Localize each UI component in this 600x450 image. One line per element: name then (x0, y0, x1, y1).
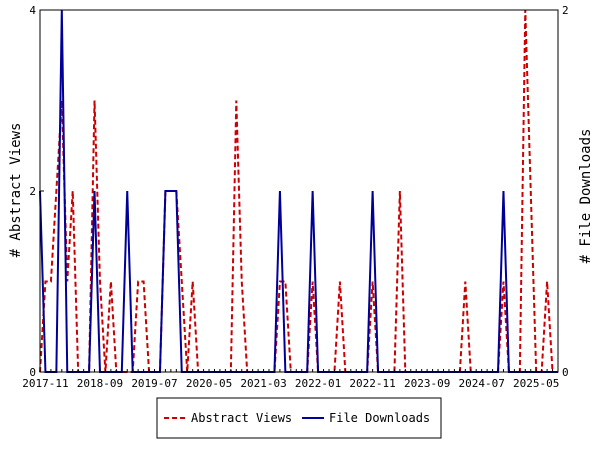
legend-label-abstract-views: Abstract Views (191, 411, 292, 425)
y-right-tick-label: 2 (562, 4, 569, 17)
x-tick-label: 2019-07 (131, 377, 177, 390)
y-left-tick-label: 4 (29, 4, 36, 17)
plot-frame (39, 9, 559, 373)
y-left-tick-label: 2 (29, 185, 36, 198)
x-tick-label: 2020-05 (186, 377, 232, 390)
legend-box (156, 397, 442, 439)
x-tick-label: 2024-07 (458, 377, 504, 390)
x-tick-label: 2018-09 (77, 377, 123, 390)
x-tick-label: 2023-09 (404, 377, 450, 390)
y-right-tick-label: 0 (562, 366, 569, 379)
series-line-file-downloads (39, 9, 558, 373)
y-axis-left-title: # Abstract Views (8, 123, 24, 258)
tick-labels: 2017-11 2018-09 2019-07 2020-05 2021-03 2022-… (22, 4, 568, 390)
legend-label-file-downloads: File Downloads (329, 411, 430, 425)
y-left-tick-label: 0 (29, 366, 36, 379)
x-tick-label: 2017-11 (22, 377, 68, 390)
x-tick-label: 2021-03 (240, 377, 286, 390)
series-line-abstract-views (39, 9, 558, 373)
y-axis-right-title: # File Downloads (578, 129, 594, 264)
x-tick-label: 2022-01 (295, 377, 341, 390)
legend: Abstract Views File Downloads (156, 397, 442, 439)
axis-ticks (39, 9, 559, 373)
x-tick-label: 2022-11 (349, 377, 395, 390)
x-tick-label: 2025-05 (513, 377, 559, 390)
plot-lines (39, 9, 558, 373)
